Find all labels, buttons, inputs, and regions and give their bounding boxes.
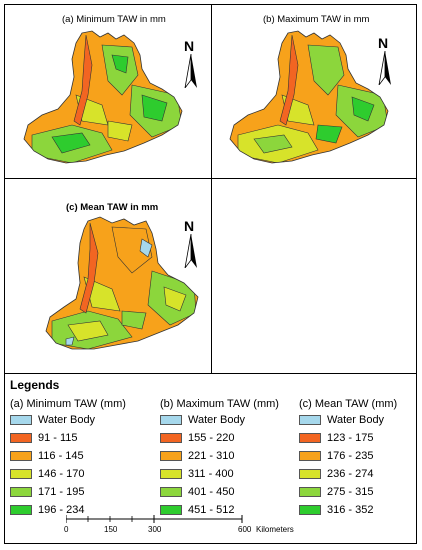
legend-swatch [160,487,182,497]
panel-b-north-arrow-icon [378,51,391,85]
legend-item: 155 - 220 [160,432,234,444]
legend-item: 275 - 315 [299,486,373,498]
legend-swatch [10,469,32,479]
legend-item-label: Water Body [38,414,96,426]
legend-item-label: 221 - 310 [188,450,235,462]
legend-item: 171 - 195 [10,486,84,498]
legend-item-label: 146 - 170 [38,468,85,480]
panel-c-north-arrow-icon [184,234,197,268]
legend-swatch [299,505,321,515]
panel-divider-horizontal [4,178,417,179]
legend-heading-min: (a) Minimum TAW (mm) [10,398,126,410]
legend-heading-mean: (c) Mean TAW (mm) [299,398,398,410]
legend-item-label: 155 - 220 [188,432,235,444]
legend-item-label: 123 - 175 [327,432,374,444]
legend-item: 146 - 170 [10,468,84,480]
legend-item-label: 316 - 352 [327,504,374,516]
scale-tick-300: 300 [148,525,162,534]
legend-item-label: Water Body [188,414,246,426]
panel-a-north-label: N [184,38,195,54]
legend-item-label: Water Body [327,414,385,426]
scale-tick-150: 150 [104,525,118,534]
legend-item-label: 236 - 274 [327,468,374,480]
legend-item: 196 - 234 [10,504,84,516]
legend-item: 123 - 175 [299,432,373,444]
legend-item-label: 91 - 115 [38,432,78,444]
panel-a-north-arrow-icon [184,54,197,88]
legend-item: 221 - 310 [160,450,234,462]
legend-item: 91 - 115 [10,432,78,444]
scale-unit: Kilometers [256,525,294,534]
legend-item: 176 - 235 [299,450,373,462]
panel-divider-vertical [211,4,212,374]
legend-swatch [299,433,321,443]
legend-swatch [299,487,321,497]
legend-swatch [160,469,182,479]
panel-b-title: (b) Maximum TAW in mm [263,14,370,25]
legend-swatch [299,451,321,461]
legend-swatch [299,415,321,425]
legend-item-label: 116 - 145 [38,450,84,462]
legend-item: 236 - 274 [299,468,373,480]
panel-a-title: (a) Minimum TAW in mm [62,14,166,25]
legend-item-label: 196 - 234 [38,504,85,516]
legend-swatch [160,505,182,515]
legend-swatch [160,451,182,461]
legend-item: Water Body [10,414,95,426]
legend-heading-max: (b) Maximum TAW (mm) [160,398,279,410]
legend-item-label: 451 - 512 [188,504,235,516]
legend-swatch [10,505,32,515]
figure-frame [4,4,417,544]
panel-c-title: (c) Mean TAW in mm [66,202,159,213]
panel-b-north-label: N [378,35,389,51]
legend-swatch [10,451,32,461]
legend-item-label: 171 - 195 [38,486,85,498]
legend-swatch [10,433,32,443]
legend-divider [4,373,417,374]
legend-swatch [299,469,321,479]
legend-item: Water Body [299,414,384,426]
scale-tick-600: 600 [238,525,252,534]
legend-swatch [160,415,182,425]
panel-c-north-label: N [184,218,195,234]
legend-item: 401 - 450 [160,486,234,498]
legend-item-label: 176 - 235 [327,450,374,462]
legend-swatch [160,433,182,443]
legend-item-label: 401 - 450 [188,486,235,498]
legend-item-label: 275 - 315 [327,486,374,498]
panel-a-map [23,30,183,164]
legend-item: 116 - 145 [10,450,84,462]
scale-tick-0: 0 [64,525,69,534]
legend-title: Legends [10,378,60,392]
scale-bar [66,515,243,523]
legend-item: Water Body [160,414,245,426]
legend-item: 451 - 512 [160,504,234,516]
legend-item-label: 311 - 400 [188,468,234,480]
panel-c-map [45,216,199,350]
legend-item: 311 - 400 [160,468,234,480]
legend-item: 316 - 352 [299,504,373,516]
panel-b-map [229,30,389,164]
legend-swatch [10,487,32,497]
legend-swatch [10,415,32,425]
